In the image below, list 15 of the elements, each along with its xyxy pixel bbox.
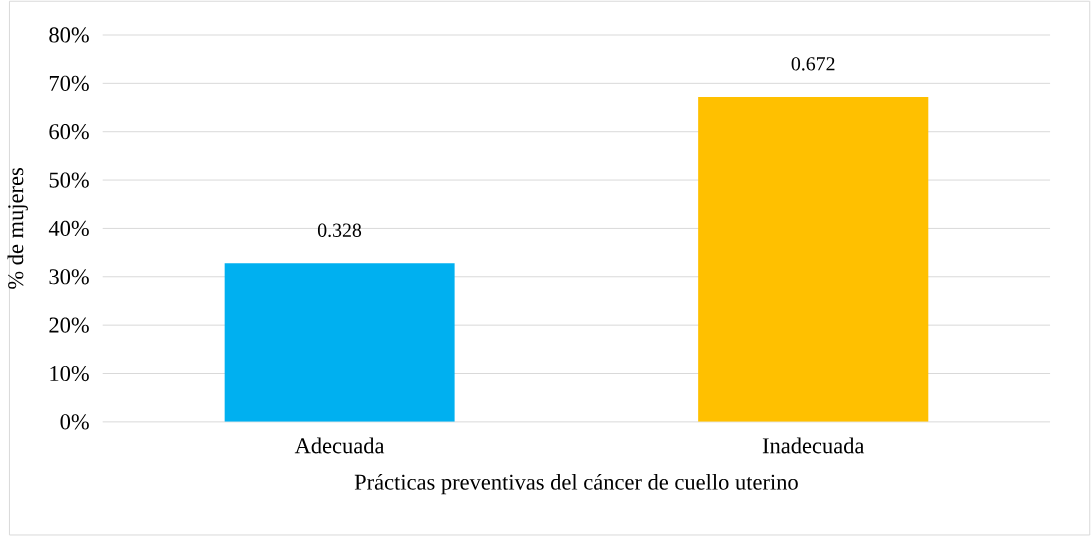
y-tick-label: 80%	[49, 27, 89, 43]
y-tick-label: 40%	[48, 220, 89, 236]
y-tick-label: 20%	[49, 317, 89, 333]
y-tick-label: 10%	[50, 365, 89, 382]
data-label: 0.672	[791, 57, 835, 71]
x-tick-label: Adecuada	[294, 437, 385, 454]
y-tick-label: 30%	[49, 269, 89, 285]
y-tick-label: 60%	[49, 123, 89, 140]
y-tick-label: 0%	[60, 414, 89, 430]
y-tick-label: 50%	[49, 172, 89, 188]
y-tick-label: 70%	[49, 75, 89, 91]
x-axis-title: Prácticas preventivas del cáncer de cuello uterino	[354, 473, 798, 495]
x-tick-label: Inadecuada	[762, 437, 865, 454]
y-axis-title: % de mujeres	[7, 167, 28, 289]
data-label: 0.328	[317, 223, 362, 237]
